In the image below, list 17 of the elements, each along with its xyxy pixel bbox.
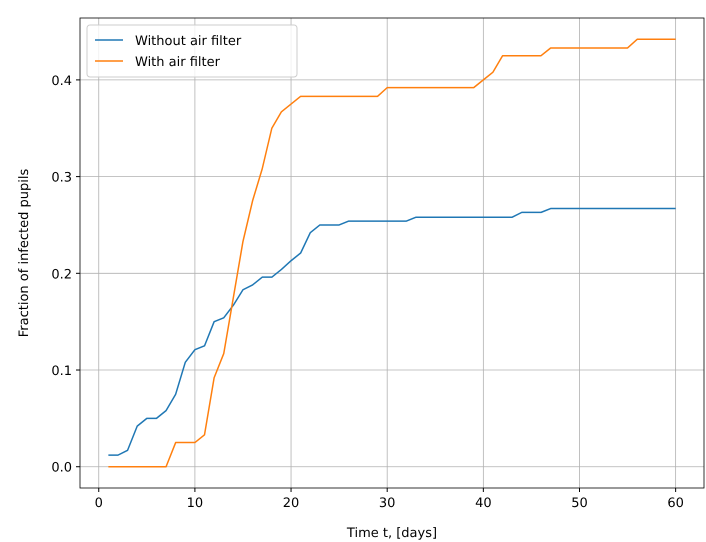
x-tick-label: 20 [282,496,300,511]
y-tick-label: 0.3 [51,170,72,186]
y-tick-label: 0.0 [51,460,72,476]
legend-label: With air filter [135,55,221,70]
x-tick-label: 0 [94,496,103,511]
x-tick-label: 10 [186,496,204,511]
x-tick-label: 30 [378,496,396,511]
y-tick-label: 0.4 [51,74,72,89]
x-axis-title: Time t, [days] [346,526,438,541]
legend-label: Without air filter [135,34,242,49]
line-series [108,208,676,456]
y-tick-label: 0.1 [51,364,72,380]
y-tick-label: 0.2 [51,267,72,282]
x-tick-label: 50 [571,496,588,511]
x-tick-label: 40 [475,496,492,511]
x-tick-label: 60 [667,496,684,511]
y-axis-title: Fraction of infected pupils [17,168,32,338]
